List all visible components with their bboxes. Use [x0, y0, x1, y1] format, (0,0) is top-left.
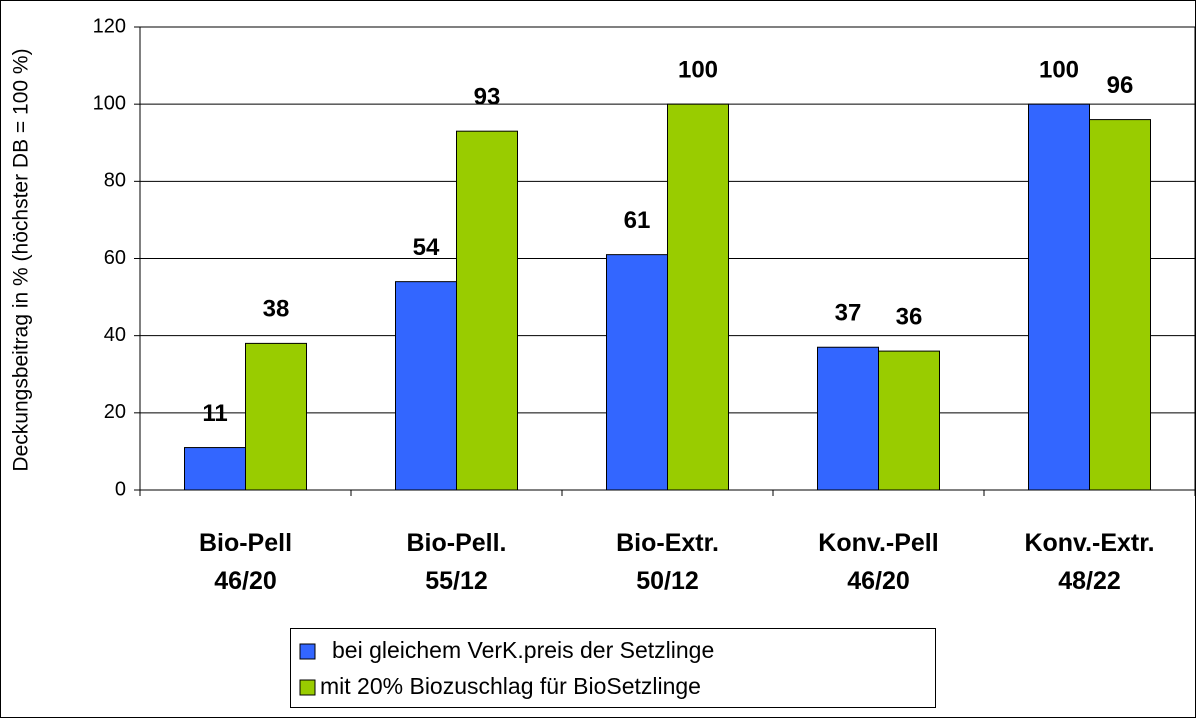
- x-tick-label: Konv.-Pell 46/20: [818, 529, 939, 595]
- bar: [606, 254, 668, 491]
- bar: [878, 350, 940, 491]
- x-tick-label: Bio-Pell 46/20: [198, 529, 293, 595]
- y-axis-label: Deckungsbeitrag in % (höchster DB = 100 …: [10, 48, 33, 471]
- data-label: 37: [835, 300, 862, 327]
- bar: [245, 342, 307, 491]
- data-label: 96: [1107, 72, 1134, 99]
- data-label: 11: [202, 400, 227, 427]
- y-tick-label: 100: [93, 92, 126, 114]
- bar: [395, 281, 457, 491]
- y-tick-label: 60: [104, 247, 126, 269]
- x-tick-label: Bio-Extr. 50/12: [616, 529, 719, 595]
- x-tick-label: Konv.-Extr. 48/22: [1024, 529, 1155, 595]
- y-tick-label: 20: [104, 401, 126, 423]
- bar: [817, 346, 879, 491]
- data-label: 36: [896, 303, 923, 330]
- data-label: 100: [1039, 57, 1079, 84]
- x-tick-label: Bio-Pell. 55/12: [406, 529, 507, 595]
- bar: [1028, 103, 1090, 491]
- legend-box: [290, 628, 936, 708]
- legend-label: mit 20% Biozuschlag für BioSetzlinge: [320, 673, 701, 699]
- data-label: 61: [624, 207, 651, 234]
- data-label: 38: [263, 296, 290, 323]
- y-tick-label: 80: [104, 170, 126, 192]
- legend-swatch: [299, 643, 316, 660]
- bar: [184, 447, 246, 491]
- bar: [1089, 119, 1151, 491]
- data-label: 93: [474, 84, 501, 111]
- y-tick-label: 40: [104, 324, 126, 346]
- data-label: 54: [413, 234, 440, 261]
- legend-label: bei gleichem VerK.preis der Setzlinge: [332, 637, 714, 663]
- bar: [456, 130, 518, 491]
- legend-swatch: [299, 679, 316, 696]
- data-label: 100: [678, 57, 718, 84]
- y-tick-label: 0: [115, 478, 126, 500]
- bar: [667, 103, 729, 491]
- y-tick-label: 120: [93, 15, 126, 37]
